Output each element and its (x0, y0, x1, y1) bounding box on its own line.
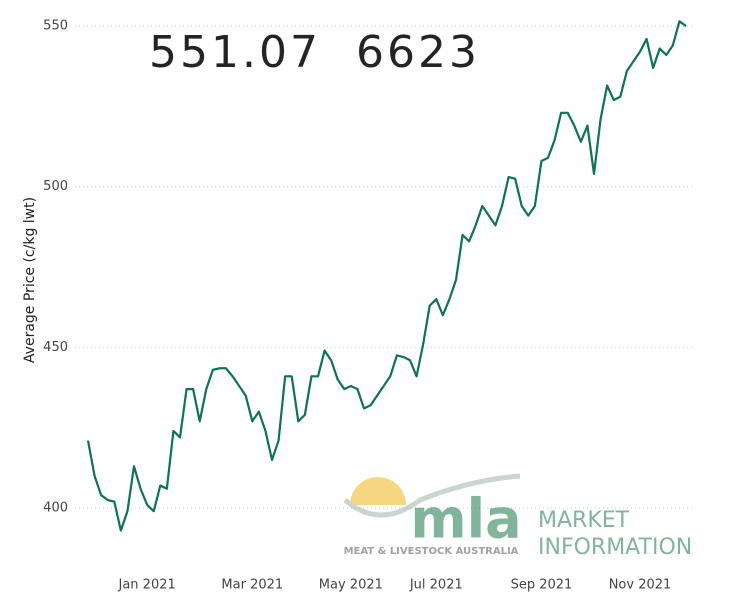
x-tick-label: Sep 2021 (511, 578, 573, 593)
y-tick-label: 450 (43, 340, 68, 355)
logo-swoosh (343, 473, 521, 518)
x-tick-label: Jan 2021 (118, 578, 176, 593)
kpi-price: 551.07 (149, 27, 321, 78)
logo-line1: MARKET (538, 508, 630, 533)
y-tick-label: 500 (43, 179, 68, 194)
y-axis-label: Average Price (c/kg lwt) (22, 197, 38, 363)
x-tick-label: Mar 2021 (221, 578, 283, 593)
x-tick-label: May 2021 (319, 578, 383, 593)
y-tick-label: 400 (43, 501, 68, 516)
logo-line2: INFORMATION (538, 535, 692, 560)
logo-sun (350, 477, 406, 505)
logo-tagline: MEAT & LIVESTOCK AUSTRALIA (344, 546, 519, 557)
price-line (86, 20, 687, 532)
kpi-count: 6623 (356, 27, 480, 78)
logo-brand: mla (410, 488, 521, 551)
y-tick-label: 550 (43, 19, 68, 34)
x-tick-label: Jul 2021 (409, 578, 463, 593)
logo: mla MEAT & LIVESTOCK AUSTRALIA MARKET IN… (343, 473, 692, 560)
x-tick-label: Nov 2021 (609, 578, 672, 593)
